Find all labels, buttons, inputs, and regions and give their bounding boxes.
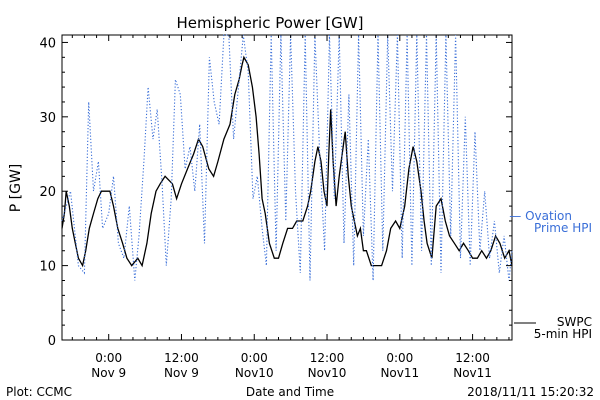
plot-frame bbox=[61, 34, 513, 341]
x-tick-date-label: Nov10 bbox=[308, 366, 347, 380]
x-tick-date-label: Nov10 bbox=[235, 366, 274, 380]
y-axis-label: P [GW] bbox=[8, 164, 24, 213]
x-tick-date-label: Nov 9 bbox=[91, 366, 126, 380]
y-tick-label: 0 bbox=[48, 334, 56, 349]
footer-plot-credit: Plot: CCMC bbox=[6, 385, 72, 399]
x-tick-date-label: Nov 9 bbox=[164, 366, 199, 380]
footer-timestamp: 2018/11/11 15:20:32 bbox=[467, 385, 594, 399]
x-tick-time-label: 12:00 bbox=[164, 351, 199, 365]
x-tick-time-label: 0:00 bbox=[241, 351, 268, 365]
y-tick-label: 10 bbox=[39, 260, 56, 275]
legend-ovation-line2: Prime HPI bbox=[534, 221, 592, 235]
series-swpc-line bbox=[61, 55, 513, 268]
x-axis-label: Date and Time bbox=[246, 385, 334, 399]
x-tick-time-label: 0:00 bbox=[95, 351, 122, 365]
x-tick-time-label: 12:00 bbox=[455, 351, 490, 365]
x-tick-time-label: 0:00 bbox=[386, 351, 413, 365]
legend-swpc-line1: SWPC bbox=[557, 315, 592, 329]
series-layer bbox=[61, 34, 513, 281]
x-tick-time-label: 12:00 bbox=[310, 351, 345, 365]
y-tick-label: 20 bbox=[39, 185, 56, 200]
y-tick-label: 40 bbox=[39, 36, 56, 51]
legend-ovation-line1: — Ovation bbox=[509, 209, 572, 223]
x-tick-date-label: Nov11 bbox=[453, 366, 492, 380]
series-ovation-line bbox=[61, 34, 513, 281]
chart-title: Hemispheric Power [GW] bbox=[177, 14, 364, 32]
legend: — Ovation Prime HPI SWPC 5-min HPI bbox=[509, 209, 592, 341]
legend-swpc-line2: 5-min HPI bbox=[534, 327, 592, 341]
x-tick-date-label: Nov11 bbox=[380, 366, 419, 380]
y-tick-label: 30 bbox=[39, 111, 56, 126]
